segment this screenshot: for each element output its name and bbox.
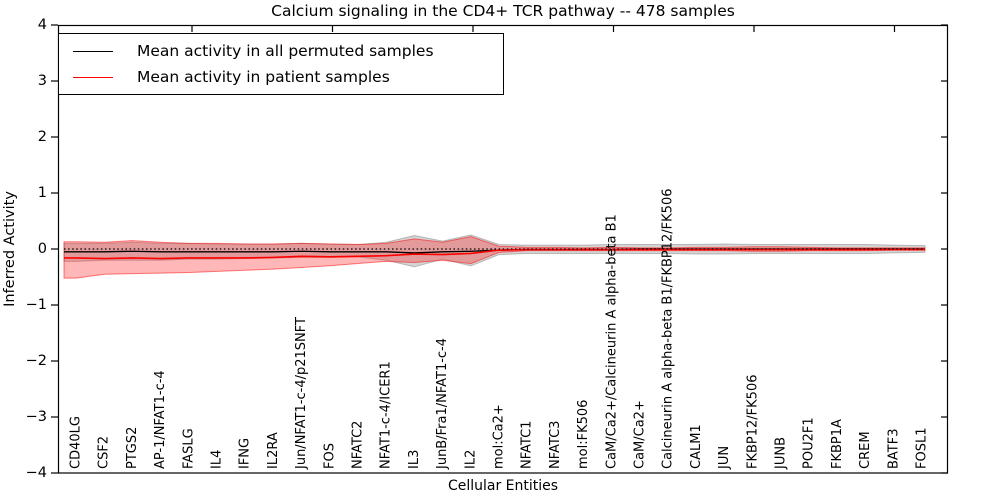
x-tick-label: NFATC2 <box>351 421 366 469</box>
legend-item-patient: Mean activity in patient samples <box>73 64 503 90</box>
x-tick-label: NFAT1-c-4/ICER1 <box>379 361 394 469</box>
x-tick-label: CaM/Ca2+ <box>633 400 648 469</box>
y-tick-label: −3 <box>26 409 47 425</box>
x-tick-label: FASLG <box>181 428 196 469</box>
x-tick-label: FOSL1 <box>915 428 930 469</box>
y-tick-label: −2 <box>26 353 47 369</box>
x-axis-label: Cellular Entities <box>447 478 559 494</box>
y-tick-label: 2 <box>38 129 47 145</box>
x-tick-label: IL4 <box>210 450 225 469</box>
x-tick-label: CSF2 <box>97 436 112 469</box>
y-tick-label: 0 <box>38 241 47 257</box>
x-tick-label: IL2RA <box>266 432 281 469</box>
x-tick-label: AP-1/NFAT1-c-4 <box>153 370 168 469</box>
y-tick-label: 3 <box>38 73 47 89</box>
x-tick-label: POU2F1 <box>802 417 817 469</box>
x-tick-label: mol:FK506 <box>576 400 591 469</box>
x-tick-label: IFNG <box>238 438 253 469</box>
x-tick-label: CaM/Ca2+/Calcineurin A alpha-beta B1 <box>604 214 619 469</box>
legend-label-permuted: Mean activity in all permuted samples <box>137 42 434 60</box>
legend-item-permuted: Mean activity in all permuted samples <box>73 38 503 64</box>
x-tick-label: JUNB <box>774 437 789 470</box>
x-tick-label: PTGS2 <box>125 427 140 469</box>
legend: Mean activity in all permuted samples Me… <box>58 33 504 95</box>
legend-line-patient-swatch <box>73 76 113 78</box>
y-tick-label: 1 <box>38 185 47 201</box>
x-tick-label: CREM <box>858 431 873 469</box>
x-tick-label: CD40LG <box>69 416 84 469</box>
y-tick-label: 4 <box>38 17 47 33</box>
x-tick-label: JUN <box>717 446 732 470</box>
x-tick-label: IL2 <box>463 450 478 469</box>
chart-title: Calcium signaling in the CD4+ TCR pathwa… <box>271 2 735 20</box>
x-tick-label: Calcineurin A alpha-beta B1/FKBP12/FK506 <box>661 189 676 469</box>
x-tick-label: BATF3 <box>886 429 901 470</box>
x-tick-label: FKBP1A <box>830 419 845 469</box>
x-tick-label: mol:Ca2+ <box>492 404 507 469</box>
y-axis-label: Inferred Activity <box>2 191 18 307</box>
x-tick-label: NFATC1 <box>520 421 535 469</box>
x-tick-label: CALM1 <box>689 424 704 469</box>
y-tick-label: −4 <box>26 465 47 481</box>
y-tick-label: −1 <box>26 297 47 313</box>
patient-mean-line <box>64 248 925 260</box>
legend-line-permuted-swatch <box>73 50 113 52</box>
x-tick-label: FOS <box>322 443 337 469</box>
x-tick-label: FKBP12/FK506 <box>745 375 760 470</box>
x-tick-label: IL3 <box>407 450 422 469</box>
x-tick-label: NFATC3 <box>548 421 563 469</box>
legend-label-patient: Mean activity in patient samples <box>137 68 390 86</box>
x-tick-label: Jun/NFAT1-c-4/p21SNFT <box>294 317 309 470</box>
x-tick-label: JunB/Fra1/NFAT1-c-4 <box>435 338 450 470</box>
